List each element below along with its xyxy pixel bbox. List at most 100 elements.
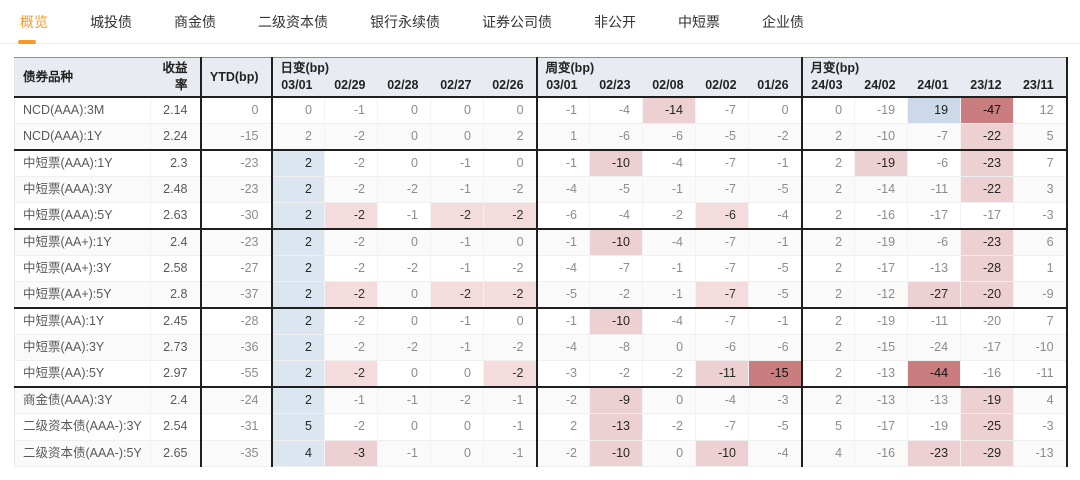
change-cell: -1 bbox=[748, 228, 802, 256]
change-cell: -20 bbox=[960, 308, 1014, 336]
change-cell: 0 bbox=[482, 149, 537, 177]
ytd-value: -35 bbox=[199, 440, 272, 467]
change-cell: 0 bbox=[377, 228, 431, 256]
change-cell: 2 bbox=[800, 149, 855, 177]
tab-enterprise-bond[interactable]: 企业债 bbox=[760, 12, 806, 43]
date-header: 02/26 bbox=[483, 77, 537, 98]
change-cell: -1 bbox=[482, 387, 537, 415]
bond-name: 中短票(AA):1Y bbox=[14, 308, 151, 336]
table-row: 商金债(AAA):3Y 2.4 -24 2 -1 -1 -2 -1 -2 -9 0 -4 -3 2 -13-… bbox=[14, 387, 1067, 415]
change-cell: -2 bbox=[642, 202, 696, 230]
change-cell: 19 bbox=[907, 97, 961, 124]
table-row: 中短票(AAA):3Y 2.48 -23 2 -2 -2 -1 -2 -4 -5 -1 -7 -5 2 -1… bbox=[14, 176, 1067, 204]
change-cell: -16 bbox=[854, 202, 908, 230]
tab-tier2-capital-bond[interactable]: 二级资本债 bbox=[256, 12, 330, 43]
table-row: 中短票(AAA):5Y 2.63 -30 2 -2 -1 -2 -2 -6 -4 -2 -6 -4 2 -1… bbox=[14, 202, 1067, 230]
change-cell: -14 bbox=[642, 97, 696, 124]
change-cell: -19 bbox=[854, 228, 908, 256]
yield-value: 2.63 bbox=[150, 202, 201, 230]
change-cell: 2 bbox=[270, 281, 325, 310]
tab-overview[interactable]: 概览 bbox=[18, 12, 50, 44]
change-cell: 2 bbox=[800, 308, 855, 336]
change-cell: -20 bbox=[960, 281, 1014, 310]
tab-bank-perpetual-bond[interactable]: 银行永续债 bbox=[368, 12, 442, 43]
change-cell: -6 bbox=[748, 334, 802, 362]
yield-value: 2.14 bbox=[150, 97, 201, 124]
change-cell: -2 bbox=[748, 123, 802, 151]
yield-value: 2.4 bbox=[150, 387, 201, 415]
change-cell: -1 bbox=[535, 228, 590, 256]
change-cell: -22 bbox=[960, 176, 1014, 204]
change-cell: 4 bbox=[1013, 387, 1067, 415]
change-cell: 2 bbox=[270, 360, 325, 389]
ytd-value: -31 bbox=[199, 413, 272, 441]
change-cell: -17 bbox=[907, 202, 961, 230]
change-cell: -4 bbox=[748, 440, 802, 467]
tab-chengtou-bond[interactable]: 城投债 bbox=[88, 12, 134, 43]
change-cell: -16 bbox=[854, 440, 908, 467]
change-cell: 0 bbox=[748, 97, 802, 124]
change-cell: -27 bbox=[907, 281, 961, 310]
table-body: NCD(AAA):3M 2.14 0 0 -1 0 0 0 -1 -4 -14 -7 0 0 -19 19 -4… bbox=[14, 97, 1067, 467]
change-cell: 0 bbox=[377, 97, 431, 124]
change-cell: 4 bbox=[270, 440, 325, 467]
change-cell: 0 bbox=[430, 413, 484, 441]
change-cell: 0 bbox=[800, 97, 855, 124]
change-cell: -2 bbox=[642, 413, 696, 441]
change-cell: -7 bbox=[589, 255, 643, 283]
change-cell: -2 bbox=[430, 387, 484, 415]
date-header: 02/02 bbox=[695, 77, 749, 98]
change-cell: 0 bbox=[377, 360, 431, 389]
change-cell: 2 bbox=[800, 202, 855, 230]
header-row-dates: 03/01 02/29 02/28 02/27 02/26 03/01 02/23 02/08… bbox=[15, 77, 1067, 98]
table-row: 中短票(AA+):1Y 2.4 -23 2 -2 0 -1 0 -1 -10 -4 -7 -1 2 -19-… bbox=[14, 228, 1067, 256]
change-cell: -1 bbox=[377, 440, 431, 467]
change-cell: -9 bbox=[589, 387, 643, 415]
change-cell: -19 bbox=[854, 149, 908, 177]
table-row: 中短票(AAA):1Y 2.3 -23 2 -2 0 -1 0 -1 -10 -4 -7 -1 2 -19-… bbox=[14, 149, 1067, 177]
tab-securities-co-bond[interactable]: 证券公司债 bbox=[480, 12, 554, 43]
yield-value: 2.58 bbox=[150, 255, 201, 283]
change-cell: -10 bbox=[589, 308, 643, 336]
change-cell: -10 bbox=[589, 440, 643, 467]
change-cell: -1 bbox=[377, 387, 431, 415]
change-cell: -1 bbox=[324, 97, 378, 124]
tab-mtn-scp[interactable]: 中短票 bbox=[676, 12, 722, 43]
group-header-0: 日变(bp) bbox=[270, 57, 537, 77]
change-cell: -1 bbox=[748, 149, 802, 177]
change-cell: -2 bbox=[324, 360, 378, 389]
change-cell: -6 bbox=[695, 334, 749, 362]
date-header: 24/02 bbox=[854, 77, 908, 98]
change-cell: -1 bbox=[430, 228, 484, 256]
change-cell: -16 bbox=[960, 360, 1014, 389]
change-cell: 2 bbox=[800, 123, 855, 151]
date-header: 24/03 bbox=[800, 77, 855, 98]
change-cell: -47 bbox=[960, 97, 1014, 124]
change-cell: 2 bbox=[270, 123, 325, 151]
yield-value: 2.54 bbox=[150, 413, 201, 441]
change-cell: -2 bbox=[482, 255, 537, 283]
change-cell: 2 bbox=[270, 387, 325, 415]
change-cell: -19 bbox=[960, 387, 1014, 415]
change-cell: 4 bbox=[800, 440, 855, 467]
change-cell: 2 bbox=[800, 387, 855, 415]
change-cell: -3 bbox=[748, 387, 802, 415]
change-cell: -2 bbox=[377, 176, 431, 204]
change-cell: -6 bbox=[907, 149, 961, 177]
change-cell: 12 bbox=[1013, 97, 1067, 124]
change-cell: -6 bbox=[907, 228, 961, 256]
bond-name: NCD(AAA):1Y bbox=[14, 123, 151, 151]
change-cell: 0 bbox=[377, 149, 431, 177]
table-row: 中短票(AA+):5Y 2.8 -37 2 -2 0 -2 -2 -5 -2 -1 -7 -5 2 -12-… bbox=[14, 281, 1067, 310]
change-cell: 0 bbox=[430, 97, 484, 124]
tab-private-placement[interactable]: 非公开 bbox=[592, 12, 638, 43]
change-cell: -5 bbox=[748, 413, 802, 441]
bond-name: 中短票(AAA):1Y bbox=[14, 149, 151, 177]
change-cell: 5 bbox=[270, 413, 325, 441]
change-cell: 1 bbox=[1013, 255, 1067, 283]
change-cell: -15 bbox=[854, 334, 908, 362]
change-cell: -4 bbox=[535, 334, 590, 362]
change-cell: -8 bbox=[589, 334, 643, 362]
tab-bank-financial-bond[interactable]: 商金债 bbox=[172, 12, 218, 43]
table-row: 中短票(AA):1Y 2.45 -28 2 -2 0 -1 0 -1 -10 -4 -7 -1 2 -19-… bbox=[14, 308, 1067, 336]
